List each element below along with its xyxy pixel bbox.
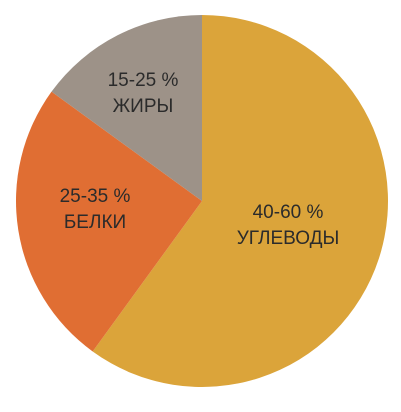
pie-slice-1 xyxy=(92,15,389,387)
slice-category-label: УГЛЕВОДЫ xyxy=(237,228,340,249)
slice-range-label: 25-35 % xyxy=(60,186,131,207)
pie-slice-2 xyxy=(15,91,203,352)
slice-category-label: БЕЛКИ xyxy=(64,212,126,233)
slice-range-label: 40-60 % xyxy=(253,202,324,223)
pie-slice-3 xyxy=(51,14,202,201)
slice-category-label: ЖИРЫ xyxy=(113,96,174,117)
slice-range-label: 15-25 % xyxy=(108,70,179,91)
